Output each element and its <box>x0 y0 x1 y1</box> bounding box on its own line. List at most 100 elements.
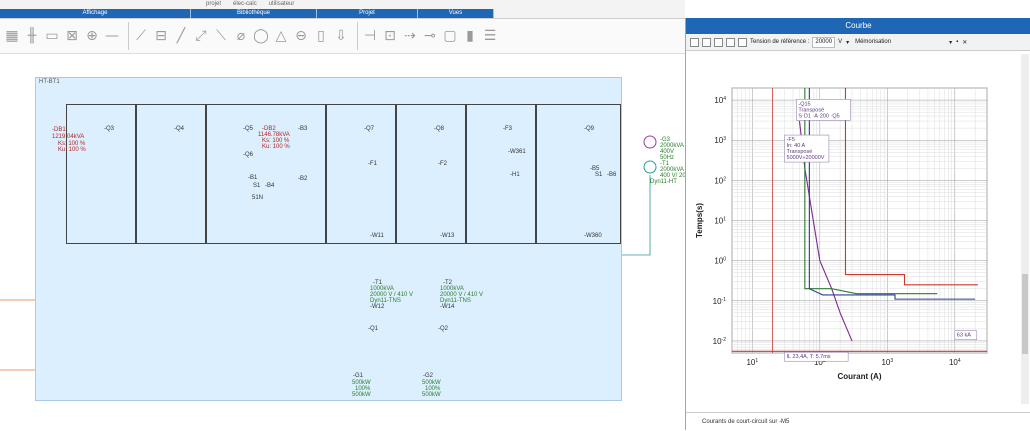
cell-1[interactable] <box>66 104 136 244</box>
generator-icon[interactable]: ◯ <box>253 28 269 44</box>
tag-b5: -B5 <box>590 166 600 172</box>
tag-db1: -DB1 <box>52 127 66 133</box>
y-tick-label: 10-1 <box>713 297 727 306</box>
panel-icon[interactable]: ▭ <box>45 28 59 44</box>
annotation-text: 5000V»20000V <box>787 155 825 161</box>
box-icon[interactable]: ▢ <box>443 28 457 44</box>
tag-w360: -W360 <box>584 233 602 239</box>
cell-4[interactable] <box>326 104 396 244</box>
tag-t2-l1: 1000kVA <box>440 286 464 292</box>
transformer-top[interactable] <box>643 160 657 174</box>
ribbon-groups: Affichage Bibliothèque Projet Vues <box>0 9 494 18</box>
cell-5[interactable] <box>396 104 466 244</box>
meter-icon[interactable]: ⊕ <box>86 28 98 44</box>
copy-icon[interactable] <box>714 37 723 47</box>
cross-box-icon[interactable]: ⊠ <box>66 28 78 44</box>
tag-db2-ks: Ks: 100 % <box>262 138 290 144</box>
arrow-down-icon[interactable]: ⇩ <box>335 28 347 44</box>
curve-series-3 <box>804 88 938 295</box>
ribbon-item-projet[interactable]: projet <box>206 1 222 7</box>
view-icon[interactable] <box>690 37 699 47</box>
tag-g1-l1: 500kW <box>352 380 371 386</box>
tag-db1-ks: Ks: 100 % <box>58 141 86 147</box>
tag-h1: -H1 <box>510 172 520 178</box>
symbol-toolbar: ▦ ╫ ▭ ⊠ ⊕ — ⟋ ⊟ ╱ ⤢ ⟍ ⌀ ◯ △ ⊖ ▯ ⇩ ⊣ ⊡ ⇢ … <box>0 19 685 54</box>
tag-q4: -Q4 <box>174 126 185 132</box>
tag-g2-l3: 500kW <box>422 392 441 398</box>
ribbon-group-vues: Vues <box>418 9 494 18</box>
node-icon[interactable]: ⊸ <box>424 28 436 44</box>
ref-unit: V <box>838 39 843 45</box>
ribbon-item-eleccalc[interactable]: élec-calc <box>233 1 257 7</box>
annotation-text: S·D1 ·A·200 ·Q5 <box>798 113 839 119</box>
fit-icon[interactable] <box>738 37 747 47</box>
switch-icon[interactable]: ⟋ <box>136 28 146 44</box>
y-tick-label: 100 <box>714 257 726 266</box>
ribbon-item-utilisateur[interactable]: utilisateur <box>268 1 295 7</box>
cell-7[interactable] <box>536 104 621 244</box>
tag-f3: -F3 <box>503 126 512 132</box>
tag-q3: -Q3 <box>104 126 115 132</box>
disconnector-icon[interactable]: ⟍ <box>216 28 226 44</box>
ref-voltage-input[interactable]: 20000 <box>812 36 836 48</box>
save-icon[interactable]: ▪ <box>956 39 959 45</box>
tag-t2: -T2 <box>443 280 452 286</box>
ribbon-group-affichage: Affichage <box>0 9 191 18</box>
tag-g3: -G3 <box>660 137 671 143</box>
scrollbar-thumb[interactable] <box>1022 274 1028 354</box>
cabinet-icon[interactable]: ▯ <box>317 28 325 44</box>
curve-series-1 <box>844 88 978 286</box>
x-tick-label: 104 <box>949 358 961 367</box>
tag-t1: -T1 <box>373 280 382 286</box>
close-icon[interactable]: ✕ <box>962 39 968 46</box>
tag-t1-top: -T1 <box>660 161 669 167</box>
grid-icon[interactable]: ▦ <box>5 28 19 44</box>
frame-label: HT-BT1 <box>39 79 60 85</box>
line-icon[interactable]: — <box>105 28 119 44</box>
tag-w14: -W14 <box>440 304 455 310</box>
cell-2[interactable] <box>136 104 206 244</box>
cell-6[interactable] <box>466 104 536 244</box>
breaker-alt-icon[interactable]: ⤢ <box>195 28 207 44</box>
tag-g2-l1: 500kW <box>422 380 441 386</box>
tag-g3-freq: 50Hz <box>660 155 675 161</box>
load-icon[interactable]: ⊣ <box>363 28 377 44</box>
tag-t1-coupling: Dyn11-HT <box>650 179 677 185</box>
cell-3[interactable] <box>206 104 326 244</box>
memo-dropdown-icon[interactable]: ▾ <box>949 39 953 46</box>
tag-q5: -Q5 <box>243 126 254 132</box>
cable-icon[interactable]: ⊡ <box>384 28 396 44</box>
tag-t1-l2: 20000 V / 410 V <box>370 292 414 298</box>
ribbon-top: projet élec-calc utilisateur <box>0 0 300 9</box>
generator-g3[interactable] <box>643 135 657 149</box>
rack-icon[interactable]: ☰ <box>483 28 497 44</box>
battery-icon[interactable]: ▮ <box>466 28 474 44</box>
tag-s1: S1 <box>253 183 261 189</box>
busbar-icon[interactable]: ╫ <box>27 28 37 44</box>
tcc-chart[interactable]: 10110210310410410310210110010-110-2Coura… <box>692 58 1010 388</box>
tag-t1-voltage: 400 V/ 20 <box>660 173 686 179</box>
toolbar-separator <box>357 22 358 50</box>
motor-icon[interactable]: ⊖ <box>295 28 307 44</box>
tag-g1: -G1 <box>353 373 364 379</box>
diagram-canvas[interactable]: HT-BT1 -DB1 1219.04kVA Ks: 100 % Ku: 100… <box>0 55 686 430</box>
ref-label: Tension de référence : <box>750 39 810 45</box>
tag-q8: -Q8 <box>434 126 445 132</box>
x-tick-label: 101 <box>746 358 758 367</box>
annotation-text: -F5 <box>787 137 795 143</box>
chevron-down-icon[interactable]: ▾ <box>846 39 850 46</box>
breaker-icon[interactable]: ╱ <box>176 28 186 44</box>
connector-icon[interactable]: ⇢ <box>404 28 416 44</box>
annotation-text: -Q15 <box>798 101 810 107</box>
annotation-box-4 <box>954 330 978 340</box>
panel-scrollbar[interactable] <box>1021 54 1029 404</box>
tag-b1: -B1 <box>248 175 258 181</box>
transformer-icon[interactable]: ⌀ <box>236 28 246 44</box>
memo-label: Mémorisation <box>855 39 892 45</box>
layers-icon[interactable] <box>702 37 711 47</box>
fuse-icon[interactable]: ⊟ <box>155 28 167 44</box>
triangle-icon[interactable]: △ <box>275 28 287 44</box>
tag-db1-power: 1219.04kVA <box>52 134 85 140</box>
zoom-icon[interactable] <box>726 37 735 47</box>
tag-db2-ku: Ku: 100 % <box>262 144 290 150</box>
